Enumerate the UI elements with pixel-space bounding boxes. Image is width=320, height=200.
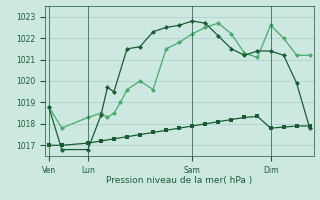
X-axis label: Pression niveau de la mer( hPa ): Pression niveau de la mer( hPa ) — [106, 176, 252, 185]
